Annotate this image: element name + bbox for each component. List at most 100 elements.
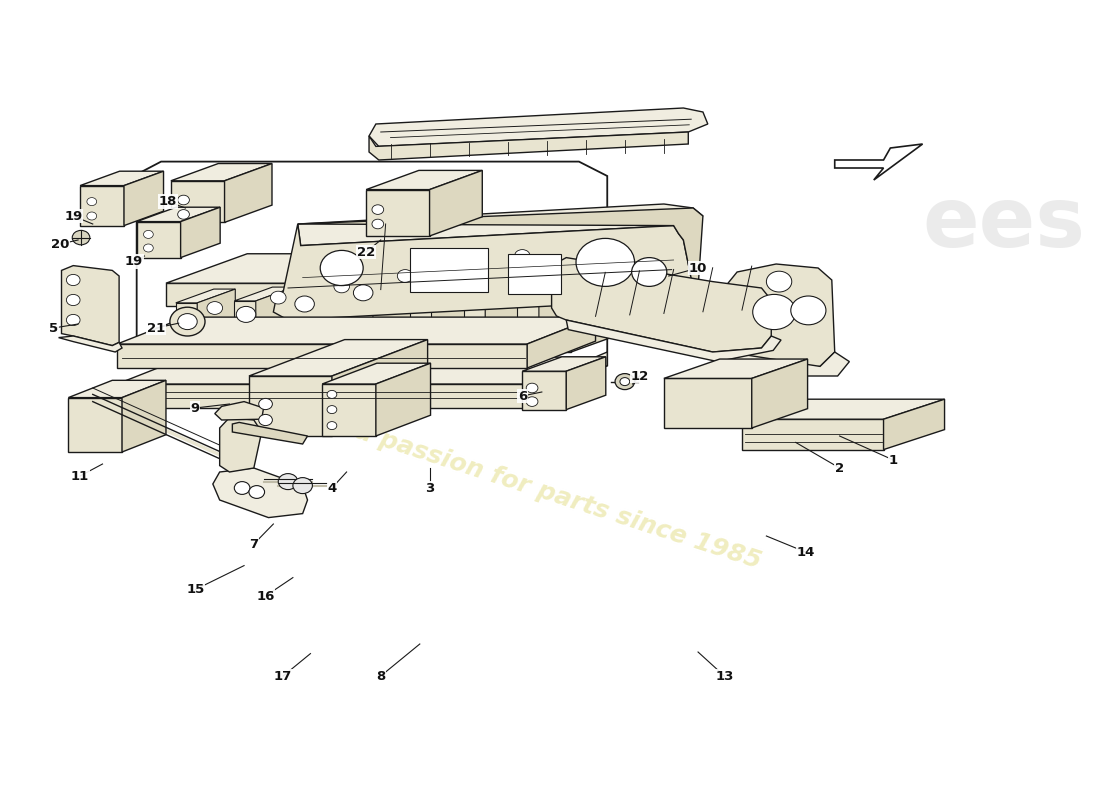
Polygon shape <box>58 336 122 352</box>
Polygon shape <box>256 287 294 347</box>
Circle shape <box>169 307 205 336</box>
Polygon shape <box>332 339 428 436</box>
Polygon shape <box>566 357 606 410</box>
Text: 19: 19 <box>64 210 82 222</box>
Circle shape <box>271 291 286 304</box>
Polygon shape <box>464 279 524 293</box>
Circle shape <box>249 486 265 498</box>
Text: 12: 12 <box>630 370 649 382</box>
Polygon shape <box>118 357 595 384</box>
Text: 22: 22 <box>358 246 375 258</box>
Text: 3: 3 <box>425 482 435 494</box>
Circle shape <box>620 378 629 386</box>
Polygon shape <box>166 283 571 306</box>
Polygon shape <box>118 317 595 344</box>
Text: ees: ees <box>923 183 1086 265</box>
Text: 4: 4 <box>328 482 337 494</box>
Polygon shape <box>124 171 164 226</box>
Circle shape <box>372 219 384 229</box>
Polygon shape <box>176 303 197 350</box>
Polygon shape <box>485 279 524 339</box>
Circle shape <box>87 198 97 206</box>
Text: 17: 17 <box>274 670 293 682</box>
Circle shape <box>397 270 412 282</box>
Polygon shape <box>571 300 652 352</box>
Polygon shape <box>122 380 166 452</box>
Polygon shape <box>68 380 166 398</box>
Polygon shape <box>517 291 539 338</box>
Polygon shape <box>136 207 220 222</box>
Circle shape <box>87 212 97 220</box>
Text: 16: 16 <box>256 590 275 602</box>
Text: 10: 10 <box>689 262 707 274</box>
Polygon shape <box>664 359 807 378</box>
Text: 13: 13 <box>715 670 734 682</box>
Polygon shape <box>366 170 482 190</box>
Circle shape <box>278 474 298 490</box>
Polygon shape <box>293 299 315 346</box>
Polygon shape <box>835 144 923 180</box>
Polygon shape <box>136 222 180 258</box>
Polygon shape <box>298 204 703 246</box>
Polygon shape <box>322 363 430 384</box>
Circle shape <box>295 296 315 312</box>
Circle shape <box>178 314 197 330</box>
Circle shape <box>791 296 826 325</box>
Bar <box>410 248 488 292</box>
Polygon shape <box>742 419 883 450</box>
Polygon shape <box>170 181 224 222</box>
Text: 18: 18 <box>158 195 177 208</box>
Polygon shape <box>322 384 376 436</box>
Circle shape <box>143 230 153 238</box>
Circle shape <box>327 390 337 398</box>
Polygon shape <box>166 254 652 283</box>
Text: 14: 14 <box>796 546 815 558</box>
Polygon shape <box>430 170 482 236</box>
Circle shape <box>353 285 373 301</box>
Polygon shape <box>368 108 707 146</box>
Circle shape <box>258 414 273 426</box>
Polygon shape <box>410 282 470 295</box>
Bar <box>508 254 561 294</box>
Polygon shape <box>517 278 578 291</box>
Circle shape <box>178 210 189 219</box>
Circle shape <box>327 422 337 430</box>
Polygon shape <box>733 352 849 376</box>
Polygon shape <box>80 171 164 186</box>
Circle shape <box>631 258 667 286</box>
Polygon shape <box>527 317 595 368</box>
Polygon shape <box>527 357 595 408</box>
Polygon shape <box>220 418 262 472</box>
Text: a passion for parts since 1985: a passion for parts since 1985 <box>352 419 764 573</box>
Text: 11: 11 <box>70 470 89 482</box>
Polygon shape <box>249 376 332 436</box>
Polygon shape <box>214 402 264 420</box>
Polygon shape <box>180 207 220 258</box>
Polygon shape <box>170 163 272 181</box>
Circle shape <box>526 383 538 393</box>
Polygon shape <box>464 293 485 339</box>
Polygon shape <box>315 285 352 346</box>
Circle shape <box>258 398 273 410</box>
Circle shape <box>293 478 312 494</box>
Circle shape <box>73 230 90 245</box>
Circle shape <box>526 397 538 406</box>
Text: 20: 20 <box>52 238 69 250</box>
Polygon shape <box>522 357 606 371</box>
Polygon shape <box>551 258 771 352</box>
Polygon shape <box>234 287 294 301</box>
Polygon shape <box>566 320 781 362</box>
Circle shape <box>615 374 635 390</box>
Circle shape <box>66 294 80 306</box>
Polygon shape <box>212 468 308 518</box>
Circle shape <box>334 280 350 293</box>
Text: 19: 19 <box>124 255 143 268</box>
Polygon shape <box>80 186 124 226</box>
Circle shape <box>178 318 197 334</box>
Polygon shape <box>410 295 431 342</box>
Polygon shape <box>224 163 272 222</box>
Polygon shape <box>742 399 945 419</box>
Polygon shape <box>431 282 470 342</box>
Circle shape <box>178 195 189 205</box>
Text: 5: 5 <box>50 322 58 334</box>
